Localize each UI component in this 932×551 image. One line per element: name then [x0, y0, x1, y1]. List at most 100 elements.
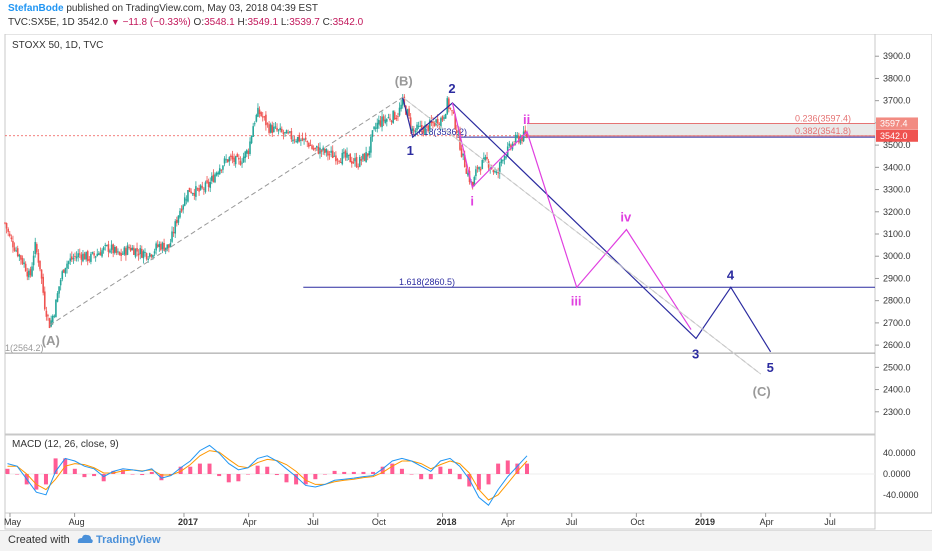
candle-body [225, 159, 227, 161]
macd-histogram-bar [371, 471, 376, 474]
candle-body [195, 186, 197, 197]
macd-histogram-bar [92, 474, 97, 477]
macd-histogram-bar [159, 474, 164, 481]
candle-body [274, 126, 277, 128]
chart-header: StefanBode published on TradingView.com,… [0, 0, 932, 34]
candle-body [150, 254, 153, 257]
macd-histogram-bar [409, 474, 414, 475]
candle-body [118, 251, 121, 255]
macd-histogram-bar [351, 471, 356, 474]
candle-body [322, 147, 324, 151]
candle-body [42, 276, 44, 293]
candle-body [346, 152, 348, 158]
candle-body [417, 126, 420, 128]
tradingview-brand[interactable]: TradingView [96, 534, 161, 546]
candle-body [66, 263, 68, 269]
candle-body [166, 244, 169, 249]
macd-histogram-bar [322, 474, 327, 475]
macd-histogram-bar [390, 463, 395, 474]
candle-body [292, 139, 294, 142]
candle-body [330, 150, 332, 153]
candlesticks [4, 94, 528, 329]
candle-body [349, 153, 352, 163]
candle-body [45, 310, 48, 317]
candle-body [401, 97, 404, 106]
candle-body [104, 244, 107, 246]
candle-body [20, 255, 22, 260]
candle-body [360, 159, 363, 161]
candle-body [362, 153, 364, 160]
candle-body [300, 139, 302, 141]
candle-body [381, 116, 383, 128]
candle-body [211, 176, 213, 181]
author-link[interactable]: StefanBode [8, 3, 64, 14]
candle-body [366, 153, 369, 157]
chart-title: STOXX 50, 1D, TVC [12, 40, 103, 51]
candle-body [428, 120, 431, 131]
candle-body [53, 315, 56, 317]
macd-histogram-bar [43, 474, 48, 485]
wave-label: (A) [42, 333, 60, 348]
wave-label: i [470, 193, 474, 208]
candle-body [347, 154, 350, 156]
candle-body [48, 318, 51, 328]
candle-body [47, 315, 49, 317]
last-price-tag-bg [876, 129, 918, 142]
candle-body [18, 254, 21, 257]
candle-body [222, 165, 224, 170]
macd-histogram-bar [457, 474, 462, 480]
candle-body [288, 131, 291, 133]
macd-title: MACD (12, 26, close, 9) [12, 439, 119, 450]
candle-body [5, 222, 8, 229]
candle-body [413, 129, 415, 131]
candle-body [126, 245, 129, 255]
macd-histogram-bar [486, 474, 491, 485]
candle-body [384, 119, 387, 124]
signal-line [7, 450, 528, 501]
candle-body [414, 130, 417, 133]
x-tick-label: 2019 [695, 517, 715, 527]
fib-label: 1(2564.2) [5, 343, 44, 353]
candle-body [514, 134, 517, 143]
x-tick-label: Aug [69, 517, 85, 527]
candle-body [465, 168, 468, 174]
fib-price-tag-bg [876, 117, 918, 130]
price-axis[interactable] [874, 34, 932, 514]
chart-area[interactable]: 0.236(3597.4) 0.382(3541.8) 1.618(3536.2) 1… [0, 34, 932, 530]
candle-body [481, 160, 484, 170]
candle-body [153, 251, 156, 254]
price-axis-labels: 2300.0 2400.0 2500.0 2600.0 2700.0 2800.0 2900… [875, 51, 918, 417]
candle-body [10, 237, 13, 240]
candle-body [519, 137, 522, 144]
time-axis[interactable] [4, 512, 876, 530]
candle-body [115, 246, 118, 253]
candle-body [397, 116, 399, 118]
candle-body [117, 251, 119, 253]
y-tick-label: 3700.0 [883, 96, 911, 106]
candle-body [338, 160, 340, 162]
x-tick-label: Jul [824, 517, 836, 527]
candle-body [498, 162, 501, 174]
candle-body [204, 182, 207, 192]
candle-body [161, 242, 164, 250]
candle-body [139, 248, 142, 255]
macd-histogram-bar [361, 471, 366, 474]
candle-body [281, 128, 283, 132]
candle-body [440, 118, 442, 127]
candle-body [268, 124, 270, 133]
macd-histogram-bar [72, 468, 77, 474]
y-tick-label: 3400.0 [883, 162, 911, 172]
candle-body [168, 244, 170, 248]
macd-histogram-bar [342, 471, 347, 474]
candle-body [298, 134, 301, 142]
candle-body [94, 256, 97, 258]
price-pane[interactable] [4, 34, 876, 435]
ohlc-line: TVC:SX5E, 1D 3542.0 ▼ −11.8 (−0.33%) O:3… [8, 17, 363, 28]
candle-body [524, 130, 527, 135]
candle-body [526, 133, 528, 138]
macd-histogram-bar [448, 468, 453, 474]
candle-body [36, 244, 38, 253]
candle-body [171, 231, 173, 242]
wave-label: iv [620, 210, 632, 225]
y-tick-label: 2500.0 [883, 362, 911, 372]
